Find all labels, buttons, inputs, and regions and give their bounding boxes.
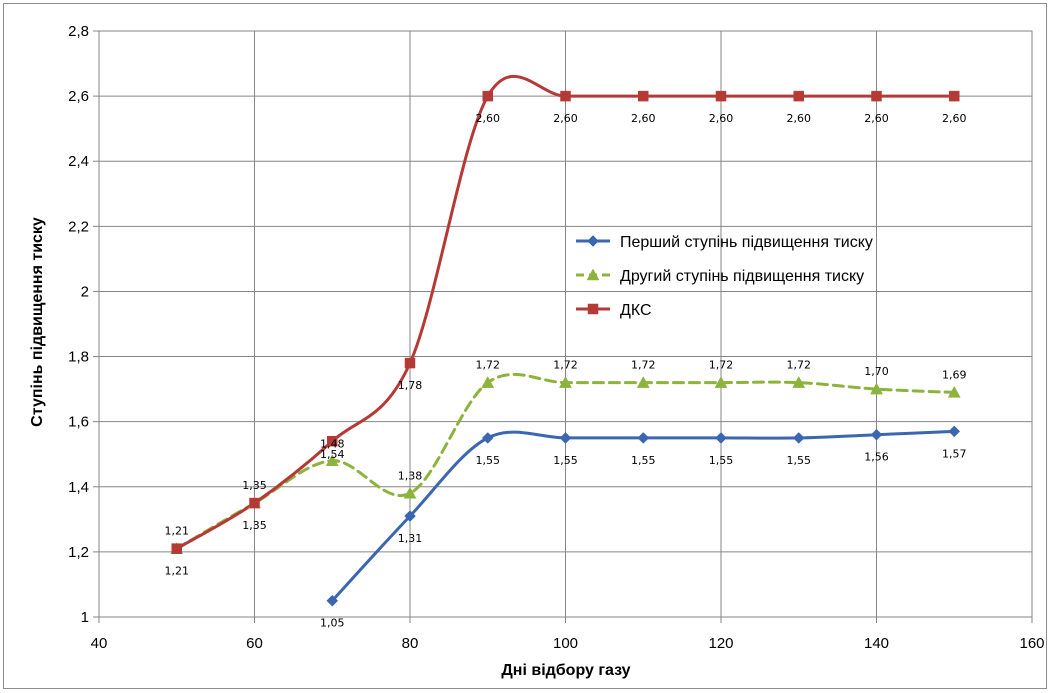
data-label-series-2: 1,72 — [709, 359, 734, 372]
data-point-series-2 — [559, 376, 572, 388]
data-label-series-3: 1,54 — [320, 448, 345, 461]
data-label-series-1: 1,55 — [787, 454, 812, 467]
data-label-series-2: 1,48 — [320, 438, 345, 451]
data-point-series-2 — [636, 376, 650, 388]
data-labels: 1,05 1,31 1,55 1,55 1,55 1,55 1,55 1,56 1,57 1,21… — [165, 112, 967, 630]
data-point-series-3 — [793, 90, 804, 102]
y-tick-label: 2,4 — [68, 153, 89, 170]
x-tick-label: 120 — [708, 635, 733, 652]
x-tick-label: 40 — [91, 635, 108, 652]
data-point-series-1 — [404, 510, 416, 522]
data-point-series-3 — [560, 90, 571, 102]
y-tick-label: 2,2 — [68, 218, 89, 235]
data-label-series-2: 1,70 — [864, 365, 889, 378]
data-point-series-2 — [792, 376, 806, 388]
data-point-series-1 — [481, 432, 494, 444]
data-point-series-3 — [949, 90, 960, 102]
data-label-series-3: 2,60 — [476, 112, 501, 125]
grid-lines — [99, 31, 1032, 617]
data-label-series-3: 2,60 — [864, 112, 889, 125]
data-point-series-2 — [481, 376, 495, 388]
data-label-series-1: 1,56 — [864, 451, 889, 464]
series-line-1 — [330, 429, 956, 603]
x-tick-label: 100 — [553, 635, 578, 652]
data-point-series-3 — [249, 497, 260, 509]
y-tick-label: 2,8 — [68, 23, 89, 40]
data-label-series-3: 1,78 — [398, 379, 423, 392]
data-point-series-2 — [325, 454, 339, 466]
legend-marker-3 — [587, 303, 599, 315]
data-label-series-3: 2,60 — [553, 112, 578, 125]
data-point-series-1 — [326, 594, 339, 607]
chart-frame — [3, 3, 1047, 689]
legend-label-3: ДКС — [620, 302, 652, 319]
data-label-series-3: 1,35 — [242, 519, 267, 532]
data-point-series-1 — [637, 432, 650, 444]
y-tick-label: 1,8 — [68, 349, 89, 366]
data-point-series-3 — [404, 357, 416, 369]
data-point-series-2 — [870, 382, 883, 395]
data-point-series-2 — [403, 486, 417, 499]
data-point-series-1 — [559, 432, 572, 444]
data-label-series-1: 1,55 — [476, 454, 501, 467]
data-point-series-1 — [948, 425, 961, 438]
data-point-series-1 — [792, 432, 805, 444]
data-label-series-3: 2,60 — [942, 112, 967, 125]
y-axis: 1 1,2 1,4 1,6 1,8 2 2,2 2,4 2,6 2,8 — [68, 23, 99, 626]
legend-marker-2 — [586, 268, 600, 281]
data-point-series-3 — [482, 90, 493, 102]
data-label-series-3: 1,21 — [165, 565, 190, 578]
data-point-series-1 — [715, 432, 727, 444]
x-tick-label: 60 — [246, 635, 263, 652]
data-label-series-1: 1,55 — [709, 454, 734, 467]
data-point-series-2 — [947, 385, 961, 398]
x-tick-label: 80 — [402, 635, 419, 652]
data-label-series-1: 1,31 — [398, 532, 423, 545]
data-label-series-1: 1,55 — [553, 454, 578, 467]
y-tick-label: 1,2 — [68, 544, 89, 561]
data-point-series-3 — [171, 543, 182, 554]
legend-label-2: Другий ступінь підвищення тиску — [620, 268, 864, 285]
data-label-series-1: 1,05 — [320, 617, 345, 630]
data-label-series-2: 1,69 — [942, 368, 967, 381]
x-axis-title: Дні відбору газу — [501, 662, 630, 679]
data-label-series-3: 2,60 — [631, 112, 656, 125]
x-tick-label: 140 — [864, 635, 889, 652]
data-label-series-1: 1,57 — [942, 447, 967, 460]
series-markers — [170, 90, 961, 607]
data-label-series-2: 1,21 — [165, 525, 190, 538]
series-line-2 — [175, 372, 956, 551]
data-label-series-2: 1,72 — [787, 359, 812, 372]
data-label-series-3: 2,60 — [709, 112, 734, 125]
y-tick-label: 2,6 — [68, 88, 89, 105]
data-label-series-2: 1,72 — [631, 359, 656, 372]
x-axis: 40 60 80 100 120 140 160 — [91, 617, 1045, 652]
y-tick-label: 1 — [81, 609, 89, 626]
data-point-series-3 — [327, 435, 338, 447]
data-label-series-2: 1,35 — [242, 479, 267, 492]
data-point-series-3 — [638, 90, 649, 102]
data-point-series-3 — [715, 90, 727, 102]
legend-label-1: Перший ступінь підвищення тиску — [620, 234, 873, 251]
data-label-series-3: 2,60 — [787, 112, 812, 125]
data-label-series-1: 1,55 — [631, 454, 656, 467]
y-axis-title: Ступінь підвищення тиску — [29, 217, 46, 427]
y-tick-label: 2 — [81, 283, 89, 300]
data-point-series-1 — [870, 428, 883, 441]
y-tick-label: 1,6 — [68, 414, 89, 431]
data-point-series-2 — [714, 376, 728, 388]
legend-marker-1 — [587, 235, 599, 247]
data-label-series-2: 1,38 — [398, 469, 423, 482]
x-tick-label: 160 — [1019, 635, 1044, 652]
data-label-series-2: 1,72 — [476, 359, 501, 372]
y-tick-label: 1,4 — [68, 479, 89, 496]
legend: Перший ступінь підвищення тиску Другий ст… — [576, 234, 873, 319]
data-label-series-2: 1,72 — [553, 359, 578, 372]
data-point-series-3 — [871, 90, 882, 102]
